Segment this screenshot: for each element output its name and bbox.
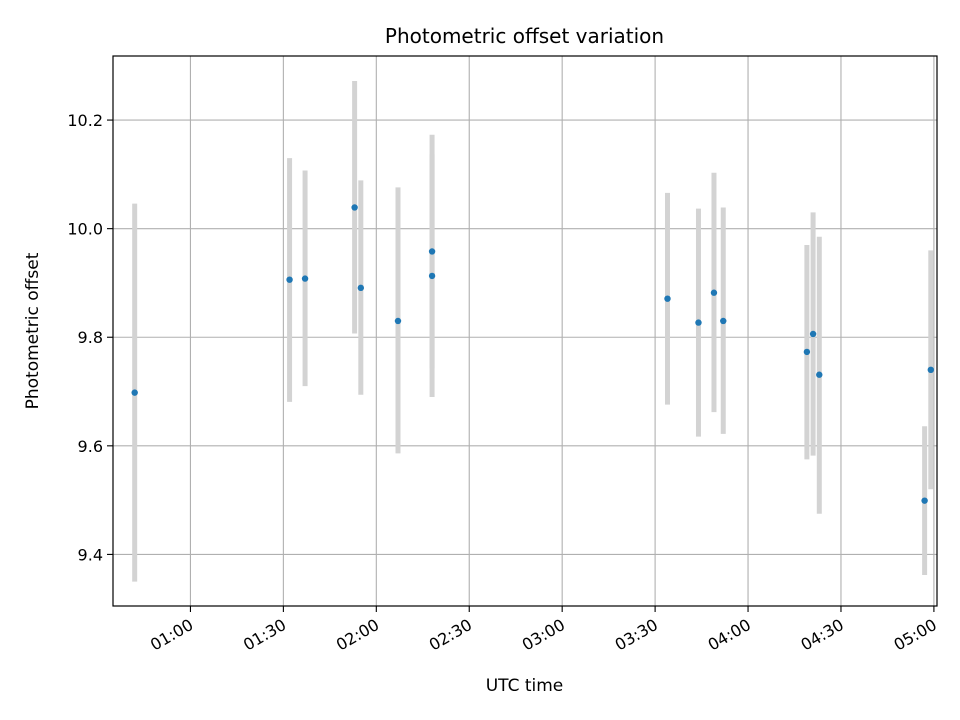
data-point [131,389,138,396]
data-point [428,248,436,255]
data-point [286,276,293,283]
y-axis-title: Photometric offset [23,252,43,409]
data-point [357,284,365,292]
data-point [809,330,817,338]
data-point [695,319,702,326]
y-tick-label: 9.6 [78,437,103,456]
data-point [720,317,727,325]
data-point [351,204,358,211]
y-axis: 9.4 9.6 9.8 10.0 10.2 [67,111,113,564]
data-point [710,289,718,296]
y-tick-label: 9.4 [78,545,103,564]
data-point [927,366,935,374]
plot-frame [112,55,938,607]
data-points [131,204,935,504]
grid [113,56,937,606]
y-tick-label: 9.8 [78,328,103,347]
x-axis-title: UTC time [486,676,564,696]
data-point [301,275,309,282]
data-point [803,348,811,356]
data-point [816,371,823,378]
chart-title: Photometric offset variation [385,24,664,48]
data-point [428,272,436,280]
data-point [664,295,671,302]
y-tick-label: 10.2 [67,111,103,130]
data-point [921,497,928,504]
y-tick-label: 10.0 [67,220,103,239]
data-point [394,317,402,325]
